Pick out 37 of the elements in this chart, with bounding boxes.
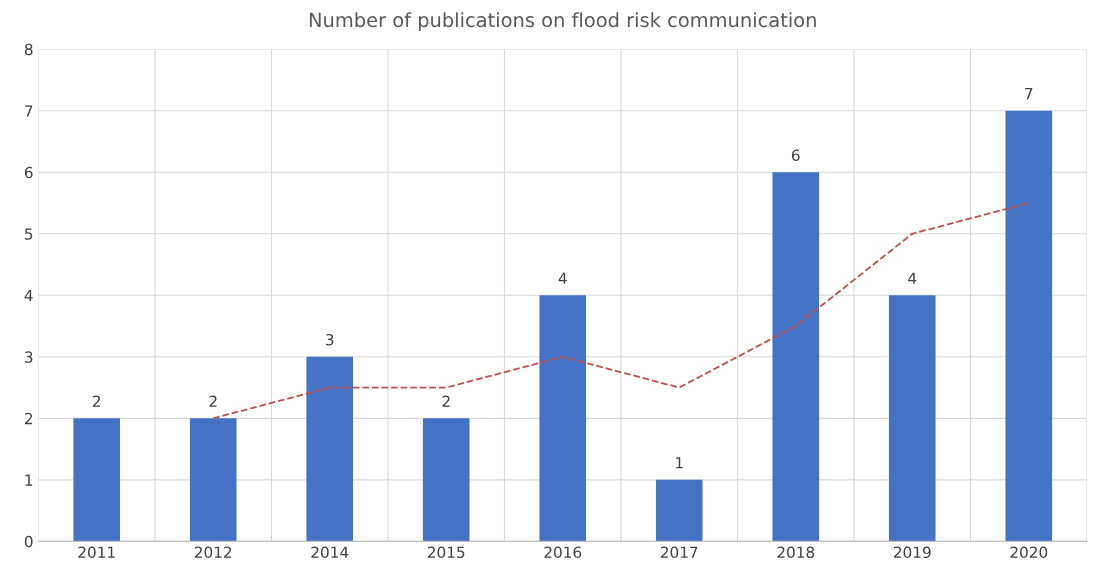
y-tick-label: 3 [25,351,33,363]
y-tick-label: 6 [24,166,33,179]
bar [306,356,354,542]
y-tick-label: 2 [24,412,33,425]
bar [888,295,936,542]
data-label: 2 [442,395,450,407]
y-tick-label: 4 [24,289,33,302]
x-tick-label: 2019 [893,546,931,559]
x-tick-label: 2012 [194,546,232,559]
data-label: 2 [209,395,217,407]
bar [1005,110,1053,542]
x-tick-label: 2020 [1010,546,1048,559]
y-tick-label: 0 [24,535,33,548]
y-tick-label: 5 [25,228,33,240]
y-tick-label: 8 [24,43,33,56]
data-label: 4 [558,272,567,284]
data-label: 1 [676,457,683,469]
y-tick-label: 7 [25,105,33,117]
bar [422,418,470,542]
data-label: 6 [791,149,800,161]
bar [772,172,820,542]
x-tick-label: 2016 [544,546,582,559]
bar [189,418,237,542]
x-tick-label: 2011 [78,546,115,559]
x-tick-label: 2018 [777,546,815,559]
data-label: 3 [326,333,334,346]
bar [539,295,587,542]
x-tick-label: 2017 [660,546,698,559]
chart-title: Number of publications on flood risk communication [309,12,816,32]
data-label: 4 [908,272,917,284]
x-tick-label: 2015 [427,546,465,559]
bar [73,418,120,542]
x-tick-label: 2014 [311,546,349,559]
y-tick-label: 1 [25,474,33,486]
data-label: 7 [1025,88,1033,100]
data-label: 2 [92,395,101,407]
bar [655,479,703,542]
